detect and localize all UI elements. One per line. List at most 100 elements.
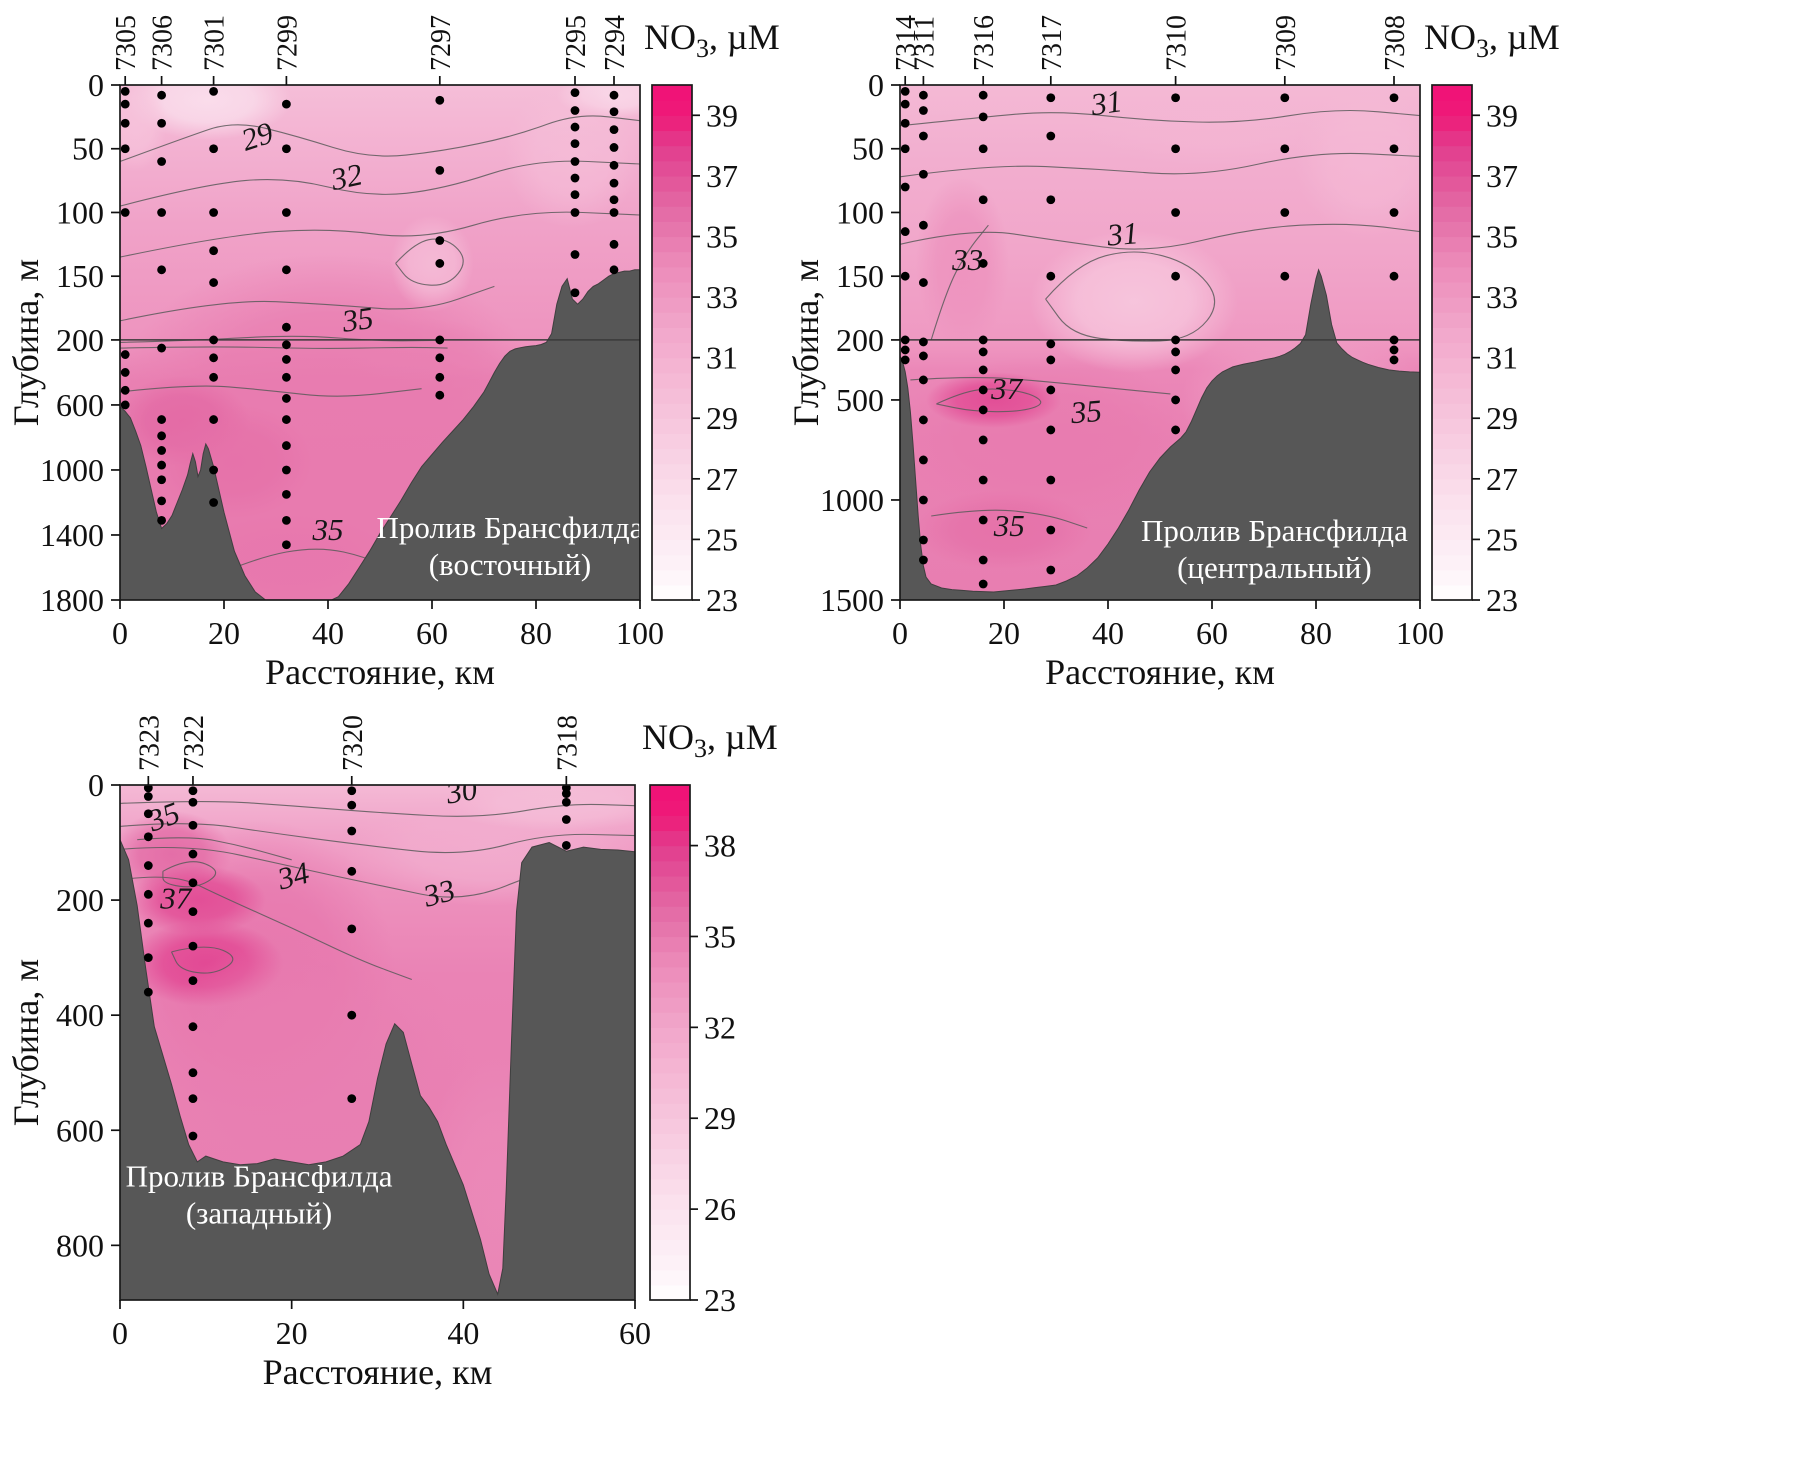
sample-dot <box>570 288 580 298</box>
colorbar-band <box>650 1224 690 1241</box>
panel-east: 29 32 35 35 Пролив Брансфилда(восточный) 0 20 4… <box>6 15 780 692</box>
contour-label: 33 <box>951 242 983 277</box>
sample-dot <box>1280 208 1290 217</box>
colorbar-band <box>652 448 692 465</box>
colorbar-band <box>650 845 690 862</box>
sample-dot <box>435 165 445 175</box>
colorbar-tick-label: 39 <box>1486 97 1518 133</box>
colorbar-band <box>650 997 690 1013</box>
colorbar-band <box>1432 130 1472 147</box>
colorbar-band <box>650 1284 690 1301</box>
colorbar-band <box>1432 236 1472 253</box>
sample-dot <box>143 953 153 963</box>
station-label: 7306 <box>148 15 179 71</box>
sample-dot <box>609 143 619 152</box>
sample-dot <box>1171 335 1180 345</box>
sample-dot <box>347 786 357 796</box>
colorbar-band <box>1432 524 1472 541</box>
colorbar-band <box>1432 342 1472 359</box>
contour-line <box>120 876 412 981</box>
depth-tick-label: 800 <box>56 1227 104 1263</box>
colorbar-tick-label: 29 <box>1486 400 1518 436</box>
contour-line <box>162 861 217 888</box>
colorbar-band <box>650 1087 690 1104</box>
station-label: 7294 <box>600 15 631 71</box>
colorbar-band <box>652 115 692 132</box>
sample-dot <box>561 797 571 807</box>
station-label: 7318 <box>552 715 583 771</box>
sample-dot <box>919 535 928 545</box>
colorbar-band <box>652 418 692 434</box>
depth-tick-label: 50 <box>72 131 104 167</box>
sample-dot <box>120 118 130 128</box>
sample-dot <box>1171 425 1180 435</box>
sample-dot <box>209 335 219 345</box>
sample-dot <box>282 441 291 450</box>
station-label: 7305 <box>111 15 142 71</box>
sample-dot <box>561 841 571 850</box>
contour-line <box>137 837 292 861</box>
contour-line <box>120 823 635 854</box>
colorbar-band <box>1432 85 1472 101</box>
sample-dot <box>143 861 153 870</box>
sample-dot <box>900 99 910 109</box>
sample-dot <box>1171 93 1180 103</box>
colorbar-band <box>652 281 692 298</box>
sample-dot <box>157 265 167 275</box>
sample-dot <box>188 1131 198 1141</box>
station-label: 7314 <box>891 15 922 71</box>
depth-tick-label: 1500 <box>820 582 884 618</box>
station-label: 7316 <box>969 15 1000 71</box>
colorbar-tick-label: 29 <box>706 400 738 436</box>
sample-dot <box>561 815 571 824</box>
depth-tick-label: 400 <box>56 997 104 1033</box>
colorbar-band <box>652 145 692 162</box>
sample-dot <box>188 849 198 859</box>
colorbar-band <box>1432 478 1472 495</box>
panel-title: (восточный) <box>429 547 592 582</box>
sample-dot <box>435 95 445 105</box>
colorbar-band <box>1432 403 1472 419</box>
colorbar-tick-label: 23 <box>704 1282 736 1318</box>
colorbar-band <box>1432 584 1472 601</box>
no3-feature <box>926 371 1062 428</box>
panel-title: Пролив Брансфилда <box>377 510 644 545</box>
colorbar-tick-label: 33 <box>706 279 738 315</box>
contour-label: 35 <box>993 508 1025 543</box>
colorbar-band <box>650 1057 690 1074</box>
sample-dot <box>1046 565 1056 575</box>
sample-dot <box>978 90 988 100</box>
colorbar-band <box>652 342 692 359</box>
sample-dot <box>435 353 445 363</box>
sample-dot <box>282 540 291 550</box>
colorbar-band <box>1432 297 1472 313</box>
colorbar-tick-label: 27 <box>1486 461 1518 497</box>
depth-tick-label: 1400 <box>40 517 104 553</box>
sample-dot <box>900 335 910 345</box>
sample-dot <box>157 90 167 100</box>
contour-line <box>900 152 1420 178</box>
sample-dot <box>282 489 291 499</box>
sample-dot <box>143 809 153 819</box>
contour-line <box>936 388 1042 413</box>
sample-dot <box>919 555 928 565</box>
no3-feature <box>338 318 505 381</box>
sample-dot <box>919 106 928 115</box>
depth-tick-label: 600 <box>56 1112 104 1148</box>
colorbar-band <box>652 312 692 328</box>
colorbar-tick-label: 33 <box>1486 279 1518 315</box>
colorbar-band <box>650 1209 690 1225</box>
sample-dot <box>157 118 167 128</box>
colorbar-tick-label: 25 <box>1486 521 1518 557</box>
sample-dot <box>282 208 291 217</box>
colorbar-band <box>650 785 690 801</box>
station-label: 7301 <box>200 15 231 71</box>
station-label: 7322 <box>179 715 210 771</box>
sample-dot <box>435 335 445 345</box>
colorbar-band <box>652 236 692 253</box>
sample-dot <box>900 118 910 128</box>
sample-dot <box>1171 144 1180 154</box>
sample-dot <box>157 343 167 353</box>
sample-dot <box>157 157 167 166</box>
